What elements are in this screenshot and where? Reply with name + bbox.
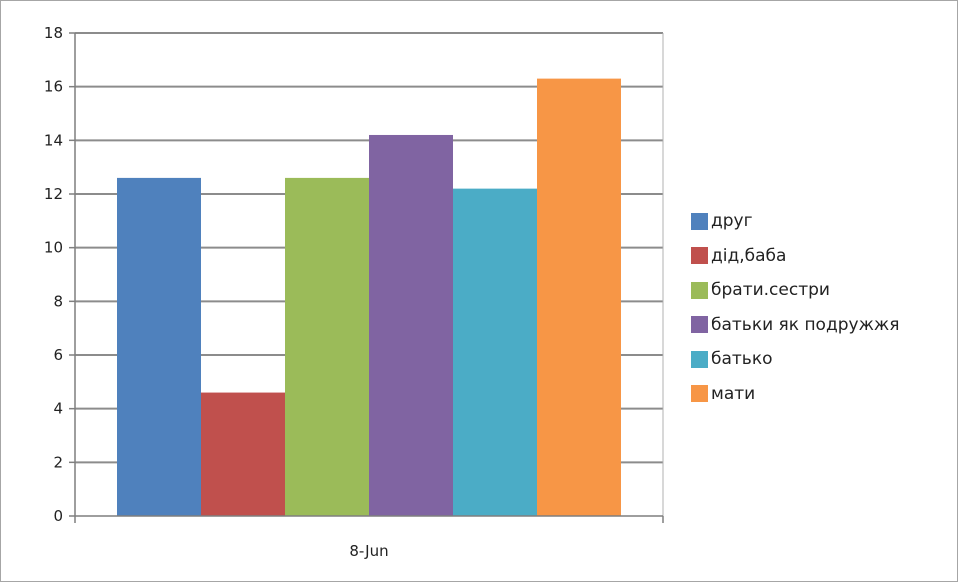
bar-3 <box>285 177 369 516</box>
y-tick-label: 18 <box>44 24 63 42</box>
legend-label: батько <box>711 349 773 370</box>
y-tick-label: 8 <box>53 292 63 310</box>
bar-2 <box>201 392 285 516</box>
legend-label: мати <box>711 383 756 404</box>
y-tick-label: 0 <box>53 507 63 525</box>
legend-item: батько <box>691 342 899 377</box>
y-tick-label: 4 <box>53 400 63 418</box>
y-tick-label: 10 <box>44 239 63 257</box>
y-tick-label: 12 <box>44 185 63 203</box>
legend-label: дід,баба <box>711 245 787 266</box>
legend-label: батьки як подружжя <box>711 314 900 335</box>
legend: друг дід,баба брати.сестри батьки як подруж… <box>691 204 899 411</box>
legend-swatch <box>691 247 708 265</box>
legend-label: брати.сестри <box>711 280 830 301</box>
legend-item: брати.сестри <box>691 273 899 308</box>
legend-swatch <box>691 350 708 368</box>
legend-swatch <box>691 281 708 299</box>
legend-label: друг <box>711 211 753 232</box>
legend-swatch <box>691 385 708 403</box>
legend-item: мати <box>691 377 899 412</box>
legend-item: друг <box>691 204 899 239</box>
y-tick-label: 14 <box>44 131 63 149</box>
y-tick-label: 16 <box>44 78 63 96</box>
bar-1 <box>117 177 201 516</box>
bar-6 <box>537 78 621 516</box>
bar-4 <box>369 134 453 516</box>
legend-swatch <box>691 316 708 334</box>
bar-5 <box>453 188 537 516</box>
y-tick-label: 2 <box>53 453 63 471</box>
legend-item: батьки як подружжя <box>691 308 899 343</box>
legend-item: дід,баба <box>691 239 899 274</box>
legend-swatch <box>691 212 708 230</box>
x-tick-label: 8-Jun <box>349 542 388 560</box>
y-tick-label: 6 <box>53 346 63 364</box>
